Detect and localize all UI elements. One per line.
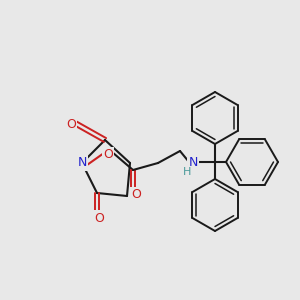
Text: O: O bbox=[94, 212, 104, 224]
Text: O: O bbox=[131, 188, 141, 202]
Text: N: N bbox=[188, 155, 198, 169]
Text: O: O bbox=[103, 148, 113, 161]
Text: O: O bbox=[66, 118, 76, 130]
Text: H: H bbox=[183, 167, 191, 177]
Text: N: N bbox=[77, 157, 87, 169]
